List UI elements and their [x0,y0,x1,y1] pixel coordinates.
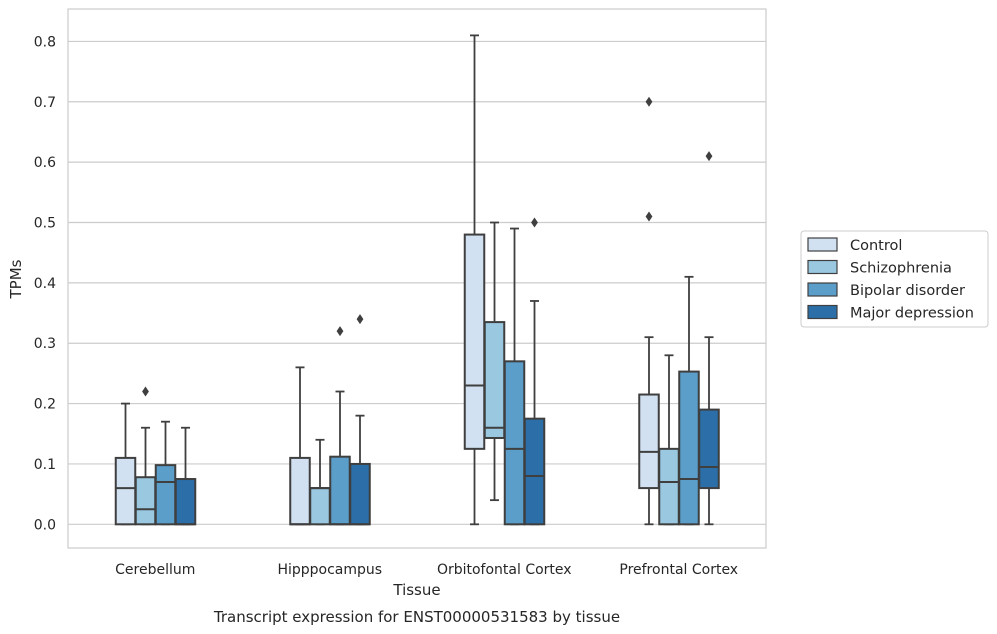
y-tick-label: 0.6 [34,155,56,171]
x-tick-label: Cerebellum [115,562,195,578]
box-1-4 [174,426,197,526]
legend-frame [800,230,989,328]
box-iqr [698,408,720,490]
box-iqr [658,447,680,526]
box-iqr [174,478,197,526]
legend-swatch [807,304,838,320]
legend-label: Major depression [850,306,974,322]
box-4-4 [698,151,720,526]
box-iqr [349,462,371,526]
box-iqr [309,487,331,526]
box-iqr [678,370,700,526]
x-tick-label: Orbitofontal Cortex [437,562,572,578]
y-tick-label: 0.7 [34,95,56,111]
outlier-point [645,96,653,107]
legend-swatch [807,237,838,252]
outlier-point [645,211,653,222]
box-iqr [503,360,526,526]
x-tick-label: Hipppocampus [277,562,382,578]
y-tick-label: 0.8 [34,34,56,50]
box-2-4 [349,314,371,526]
x-axis-label: Tissue [392,581,440,599]
outlier-point [705,151,713,162]
outlier-point [336,326,344,337]
y-tick-label: 0.3 [34,336,56,352]
box-2-1 [289,366,311,526]
y-tick-label: 0.4 [34,276,56,292]
plot-area-frame [67,8,767,549]
boxes [114,34,720,526]
box-3-3 [503,227,526,526]
box-4-1 [638,96,660,526]
y-axis-ticks: 0.0 0.1 0.2 0.3 0.4 0.5 0.6 0.7 0.8 [34,34,56,533]
y-tick-label: 0.0 [34,517,56,533]
legend-label: Bipolar disorder [850,283,965,299]
box-iqr [134,476,157,526]
y-axis-label: TPMs [7,259,25,299]
outlier-point [142,386,149,397]
box-3-2 [483,221,506,502]
legend-label: Schizophrenia [850,261,952,277]
box-4-3 [678,275,700,526]
x-tick-label: Prefrontal Cortex [619,562,738,578]
chart-title: Transcript expression for ENST0000053158… [213,608,620,626]
x-axis-ticks: Cerebellum Hipppocampus Orbitofontal Corte… [115,562,738,578]
box-iqr [523,417,546,526]
y-tick-label: 0.5 [34,216,56,232]
box-iqr [154,464,177,526]
box-3-4 [523,217,546,526]
outlier-point [531,217,538,228]
box-iqr [638,393,660,490]
outlier-point [356,314,364,325]
box-3-1 [463,34,486,526]
box-iqr [329,455,351,526]
box-1-1 [114,402,137,526]
y-tick-label: 0.1 [34,457,56,473]
box-iqr [289,456,311,526]
legend: Control Schizophrenia Bipolar disorder Majo… [800,230,989,328]
box-iqr [483,321,506,439]
legend-label: Control [850,238,902,254]
y-tick-label: 0.2 [34,397,56,413]
legend-swatch [807,259,838,275]
box-iqr [463,233,486,450]
box-iqr [114,456,137,526]
legend-swatch [807,282,838,297]
